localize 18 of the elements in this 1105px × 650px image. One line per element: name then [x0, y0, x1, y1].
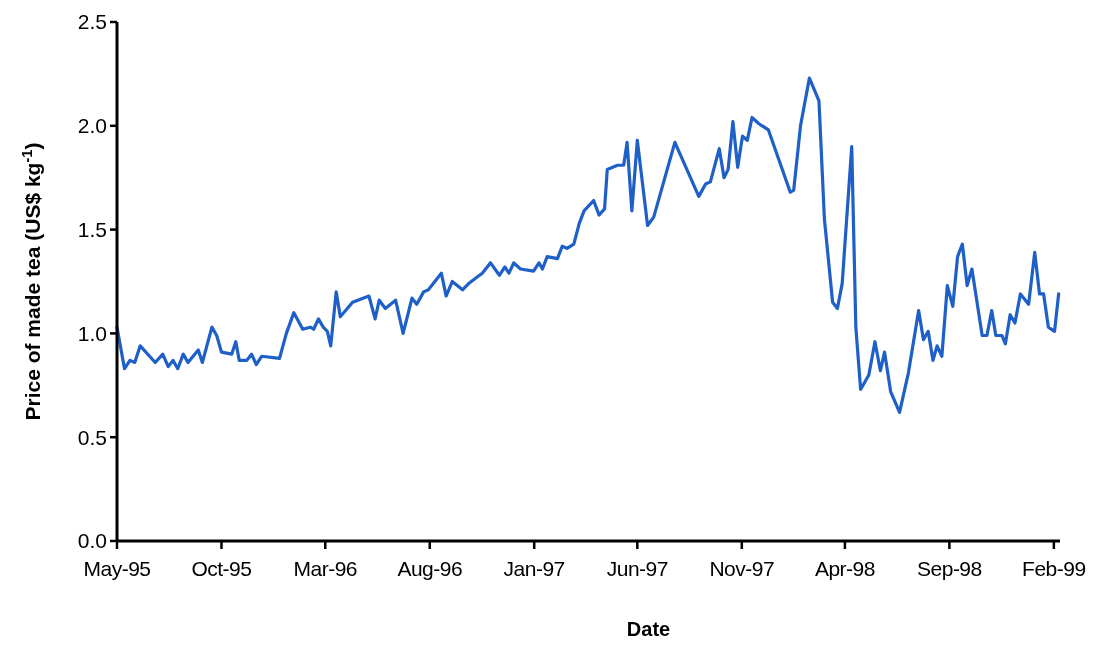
x-tick-label: Jun-97 — [606, 557, 668, 580]
y-tick-label: 1.5 — [77, 217, 107, 241]
x-tick-label: May-95 — [83, 557, 151, 580]
y-tick-label: 0.5 — [77, 425, 107, 449]
x-tick-label: Feb-99 — [1022, 557, 1086, 580]
x-tick-label: Oct-95 — [191, 557, 252, 580]
x-tick-label: Aug-96 — [397, 557, 463, 580]
y-tick-label: 2.5 — [77, 10, 107, 34]
y-tick-label: 0.0 — [77, 529, 107, 553]
x-tick-label: Apr-98 — [814, 557, 875, 580]
x-axis-title: Date — [626, 618, 671, 640]
x-tick-label: Mar-96 — [293, 557, 358, 580]
line-series — [115, 76, 1061, 414]
y-tick-label: 2.0 — [77, 114, 107, 138]
y-tick-label: 1.0 — [77, 321, 107, 345]
x-tick-label: Sep-98 — [917, 557, 982, 580]
x-tick-label: Jan-97 — [503, 557, 565, 580]
x-tick-label: Nov-97 — [709, 557, 775, 580]
